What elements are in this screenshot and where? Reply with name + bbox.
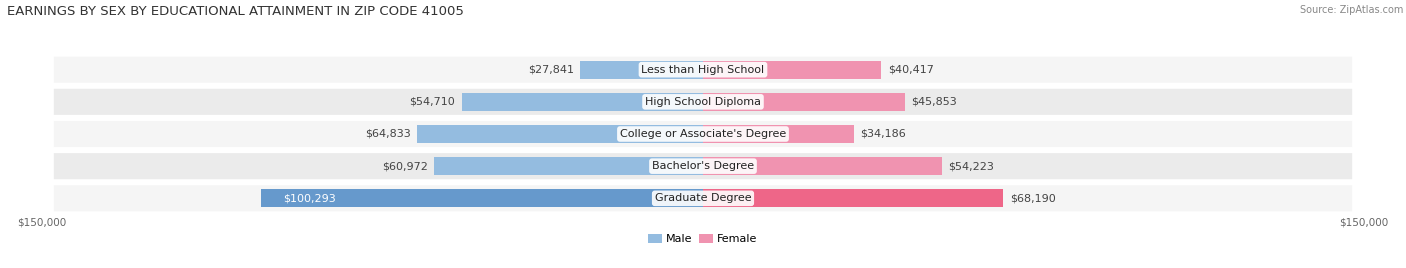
Bar [703, 93, 905, 111]
Text: $40,417: $40,417 [887, 65, 934, 75]
Bar [703, 157, 942, 175]
Bar [581, 61, 703, 79]
Text: $54,223: $54,223 [949, 161, 994, 171]
Text: $34,186: $34,186 [860, 129, 905, 139]
Text: $60,972: $60,972 [382, 161, 427, 171]
Text: Graduate Degree: Graduate Degree [655, 193, 751, 203]
Text: High School Diploma: High School Diploma [645, 97, 761, 107]
Bar [703, 61, 882, 79]
Bar [463, 93, 703, 111]
FancyBboxPatch shape [52, 119, 1354, 149]
Text: $54,710: $54,710 [409, 97, 456, 107]
Legend: Male, Female: Male, Female [648, 234, 758, 244]
Text: Less than High School: Less than High School [641, 65, 765, 75]
Text: $100,293: $100,293 [283, 193, 336, 203]
Bar [703, 125, 853, 143]
FancyBboxPatch shape [52, 184, 1354, 213]
Text: $68,190: $68,190 [1010, 193, 1056, 203]
Text: Source: ZipAtlas.com: Source: ZipAtlas.com [1299, 5, 1403, 15]
FancyBboxPatch shape [52, 151, 1354, 181]
Text: $27,841: $27,841 [527, 65, 574, 75]
FancyBboxPatch shape [52, 55, 1354, 84]
Bar [262, 189, 703, 207]
Bar [703, 189, 1004, 207]
FancyBboxPatch shape [52, 87, 1354, 117]
Text: Bachelor's Degree: Bachelor's Degree [652, 161, 754, 171]
Text: EARNINGS BY SEX BY EDUCATIONAL ATTAINMENT IN ZIP CODE 41005: EARNINGS BY SEX BY EDUCATIONAL ATTAINMEN… [7, 5, 464, 18]
Text: College or Associate's Degree: College or Associate's Degree [620, 129, 786, 139]
Bar [418, 125, 703, 143]
Text: $45,853: $45,853 [911, 97, 957, 107]
Text: $64,833: $64,833 [366, 129, 411, 139]
Bar [434, 157, 703, 175]
